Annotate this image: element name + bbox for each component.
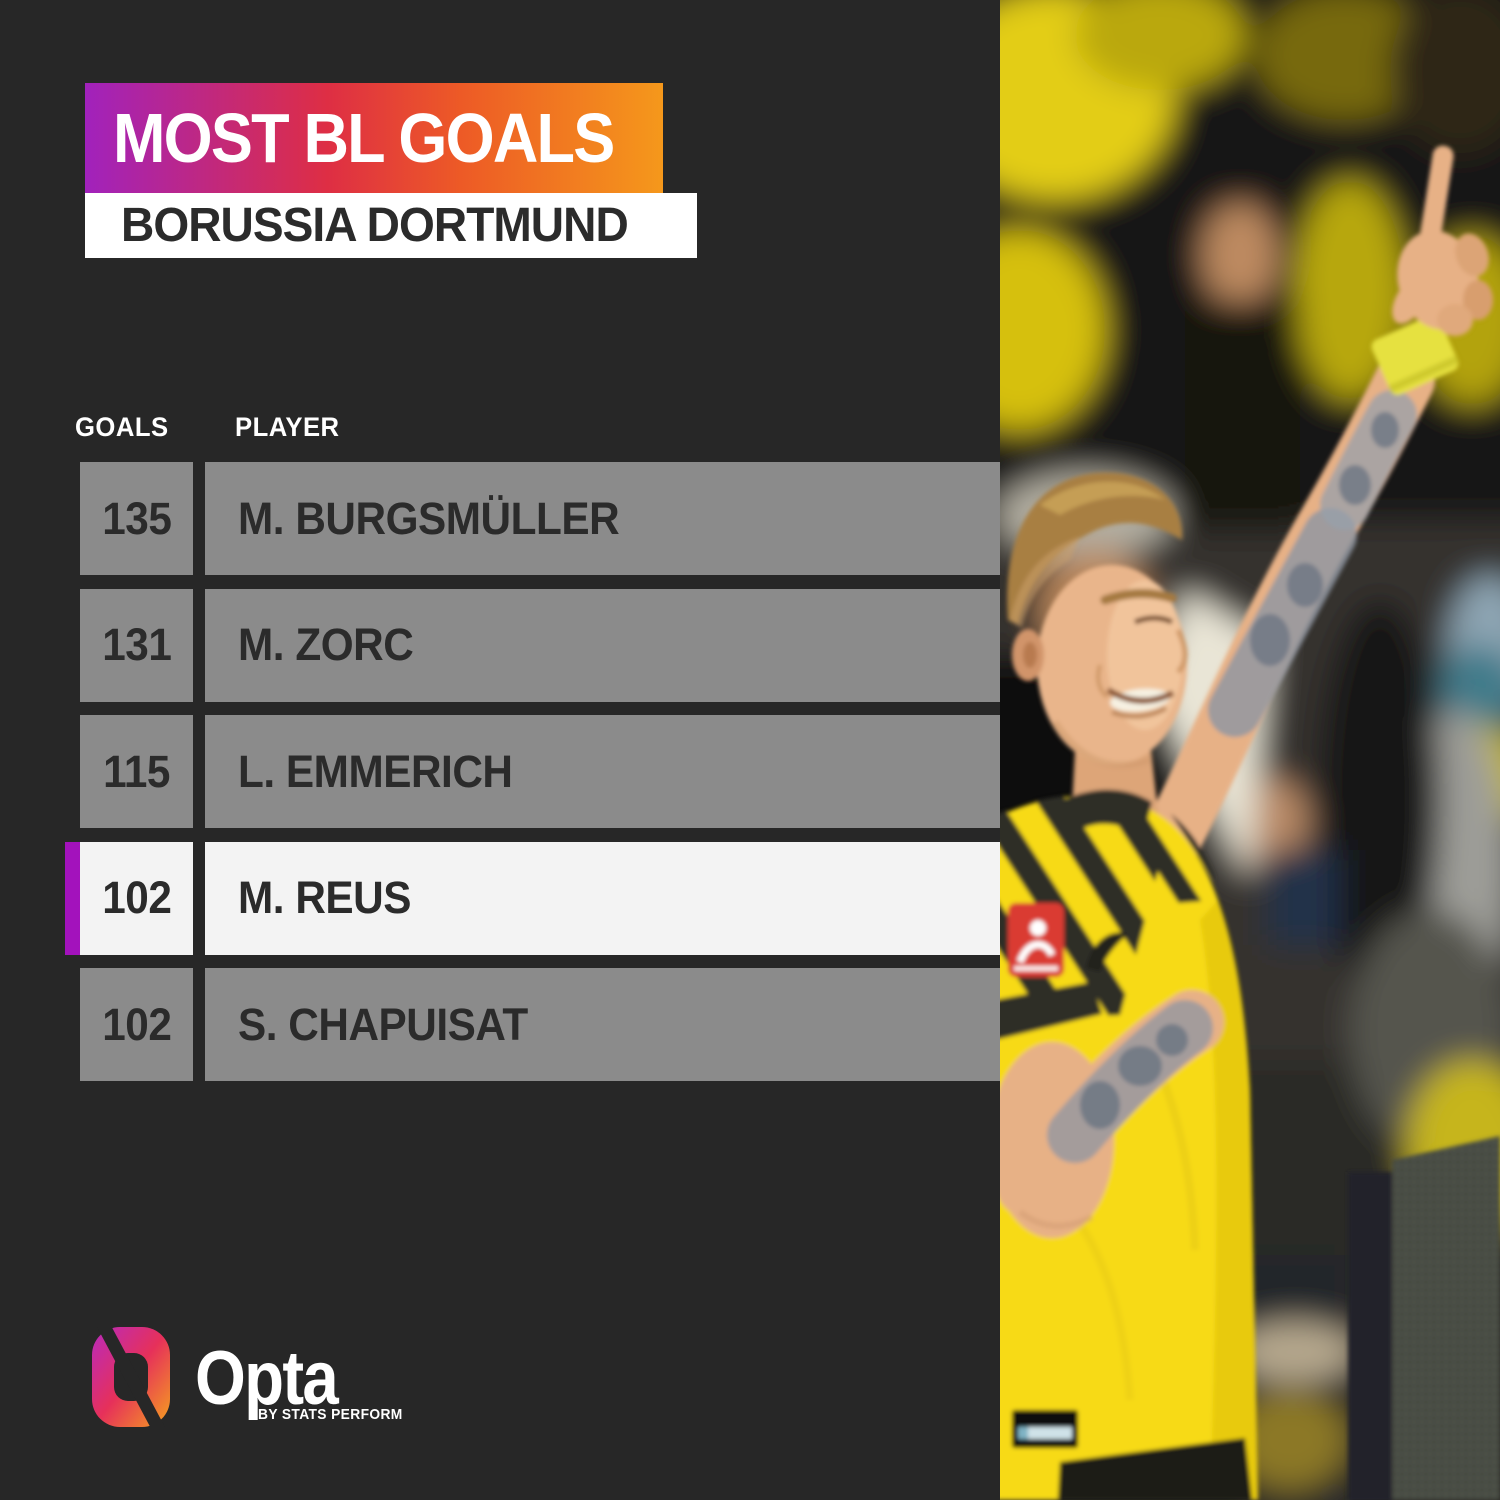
goals-value: 102 [101,998,172,1050]
puma-logo [1086,932,1128,972]
table-column-headers: GOALS PLAYER [75,412,975,444]
player-cell: M. REUS [205,841,1000,955]
highlight-accent-bar [65,841,80,955]
player-cell: L. EMMERICH [205,715,1000,828]
goals-cell: 135 [80,462,193,575]
opta-logo-icon [92,1327,170,1427]
highlight-accent-bar [65,589,80,702]
page-title: MOST BL GOALS [113,99,615,177]
player-name: M. BURGSMÜLLER [238,492,620,544]
player-column-header: PLAYER [235,412,340,442]
goals-column-header: GOALS [75,412,169,442]
table-row: 102 M. REUS [65,841,1000,955]
player-name: M. REUS [238,872,411,923]
folded-arm [1000,982,1224,1238]
goals-cell: 131 [80,588,193,702]
arm-tattoo [1208,508,1357,737]
player-name: S. CHAPUISAT [238,998,528,1050]
goals-value: 131 [101,619,172,670]
table-row: 135 M. BURGSMÜLLER [65,462,1000,575]
foreground-panel [1348,1136,1500,1500]
goals-table: 135 M. BURGSMÜLLER 131 M. ZORC 115 L. EM… [65,462,1000,1095]
goals-value: 135 [101,492,172,544]
player-cell: M. BURGSMÜLLER [205,462,1000,575]
index-finger [1416,145,1454,270]
bundesliga-patch [1008,903,1064,977]
collar [1062,789,1152,836]
player-cell: S. CHAPUISAT [205,968,1000,1081]
jersey-tag [1012,1410,1078,1448]
opta-wordmark: Opta [195,1336,339,1421]
hair [1007,472,1183,625]
goals-cell: 102 [80,968,193,1081]
player-photo [1000,0,1500,1500]
yellow-wristband [1371,315,1459,395]
highlight-accent-bar [65,462,80,575]
player-cell: M. ZORC [205,588,1000,702]
goals-cell: 102 [80,841,193,955]
goals-value: 102 [101,872,172,923]
table-row: 131 M. ZORC [65,588,1000,702]
shorts [1058,1438,1252,1500]
table-row: 102 S. CHAPUISAT [65,968,1000,1081]
sleeve-trim [1000,982,1102,1039]
title-banner: MOST BL GOALS [85,83,663,193]
team-subtitle: BORUSSIA DORTMUND [121,199,629,252]
goals-cell: 115 [80,715,193,828]
jersey [1000,789,1258,1500]
table-row: 115 L. EMMERICH [65,715,1000,828]
highlight-accent-bar [65,715,80,828]
pointing-hand [1392,145,1493,336]
player-figure [1000,145,1493,1500]
player-name: M. ZORC [238,619,414,670]
goals-value: 115 [103,745,170,797]
raised-arm [1120,145,1493,910]
stats-perform-tagline: BY STATS PERFORM [258,1406,403,1423]
player-name: L. EMMERICH [238,745,513,797]
subtitle-bar: BORUSSIA DORTMUND [85,193,697,258]
highlight-accent-bar [65,968,80,1081]
